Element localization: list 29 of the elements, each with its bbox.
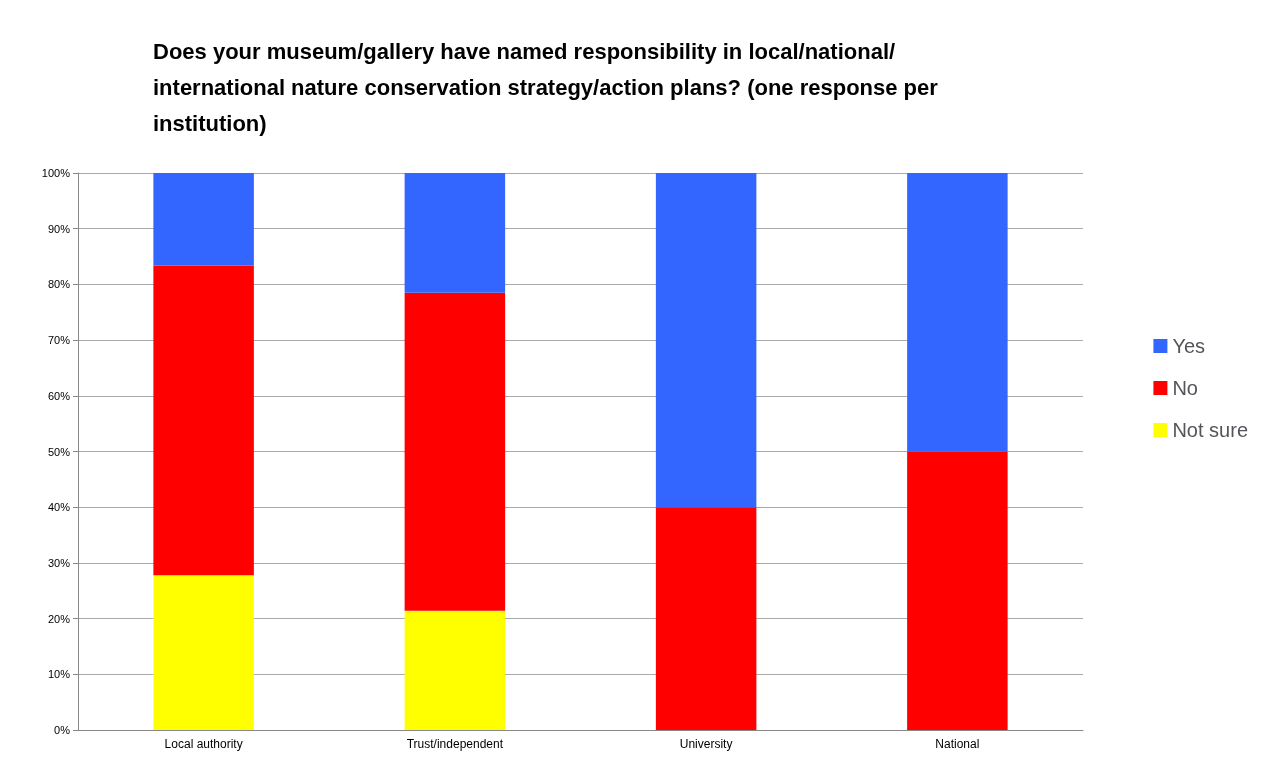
bar — [404, 610, 506, 730]
x-tick-label: Trust/independent — [406, 737, 504, 751]
y-tick-label: 40% — [47, 501, 71, 514]
x-tick-label: National — [935, 737, 980, 751]
bar — [153, 575, 254, 730]
chart-title: Does your museum/gallery have named responsibility in local/national/ international nature conservation strategy/action plans? (one response per institution) — [153, 38, 939, 136]
bar — [907, 173, 1008, 452]
bar — [153, 265, 254, 576]
y-tick-label: 10% — [47, 668, 71, 681]
y-tick-label: 20% — [47, 612, 71, 625]
legend-label: Yes — [1172, 335, 1206, 357]
y-tick-label: 90% — [47, 222, 71, 235]
y-tick-label: 30% — [47, 556, 71, 569]
bar — [404, 173, 506, 293]
y-tick-label: 70% — [47, 334, 71, 347]
y-tick-label: 50% — [47, 445, 71, 458]
x-tick-label: University — [679, 737, 733, 751]
y-tick-label: 80% — [47, 278, 71, 291]
bar — [655, 507, 757, 730]
x-tick-label: Local authority — [164, 737, 243, 751]
bar — [153, 173, 254, 266]
y-tick-label: 100% — [41, 167, 71, 179]
bar — [907, 451, 1008, 730]
legend-label: No — [1172, 377, 1198, 399]
y-tick-label: 60% — [47, 389, 71, 402]
y-tick-label: 0% — [54, 724, 71, 736]
bar — [404, 292, 506, 611]
bar — [655, 173, 757, 508]
legend-label: Not sure — [1172, 419, 1249, 441]
